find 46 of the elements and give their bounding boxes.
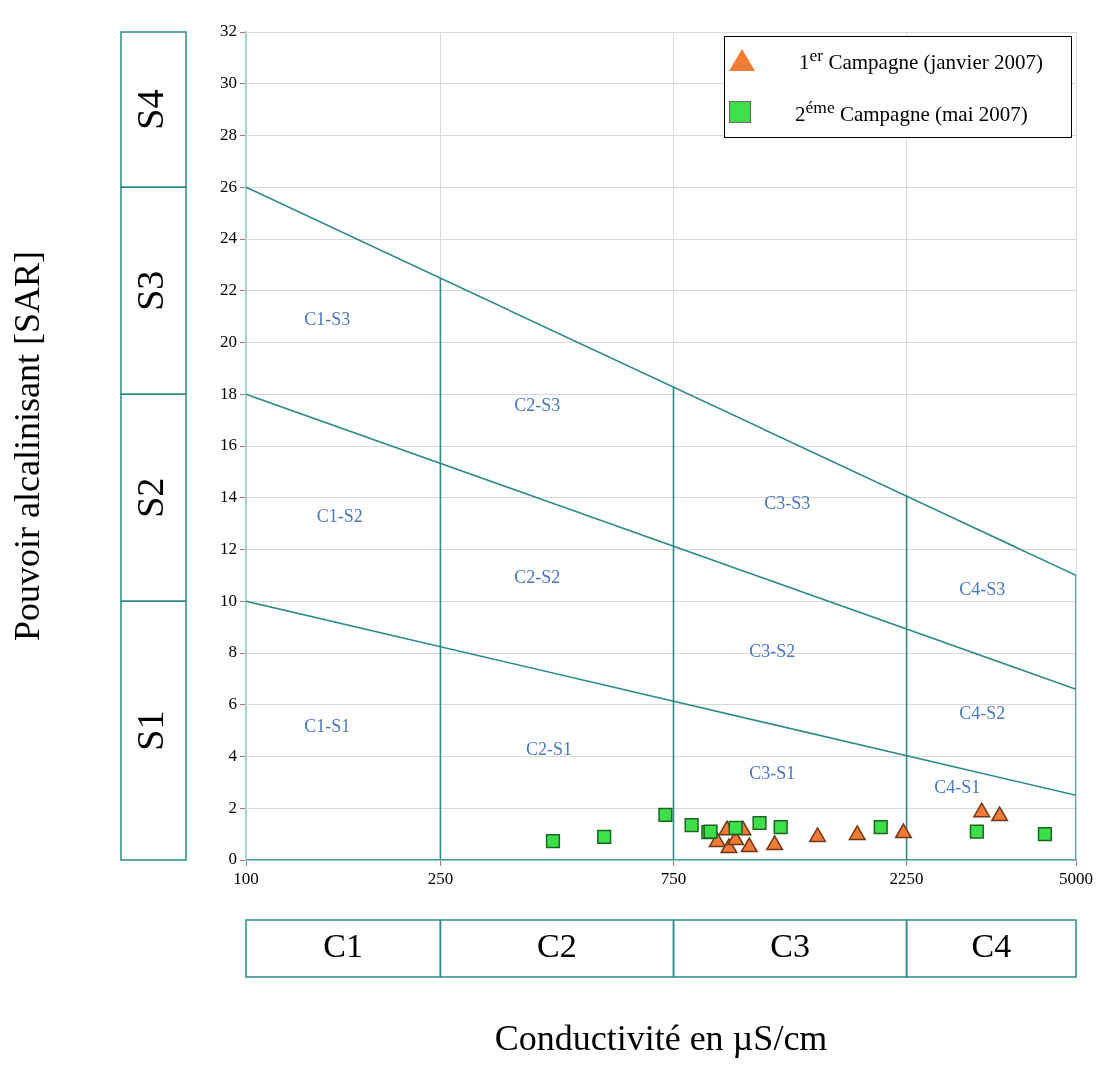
x-tick-label: 250 — [427, 868, 454, 888]
y-tick-label: 24 — [220, 228, 238, 248]
annotation: C4-S2 — [959, 703, 1006, 724]
annotation: C4-S3 — [959, 578, 1006, 599]
annotation: C2-S2 — [514, 567, 561, 588]
annotation: C3-S1 — [749, 763, 796, 784]
x-tick-label: 2250 — [889, 868, 924, 888]
y-tick-label: 14 — [220, 487, 238, 507]
text: S3 — [129, 270, 172, 311]
y-tick-label: 6 — [228, 694, 237, 714]
text: C2 — [537, 927, 577, 965]
y-tick-label: 0 — [228, 849, 237, 869]
y-tick-label: 8 — [228, 642, 237, 662]
legend-label: 1$^{er}$ Campagne (janvier 2007) — [799, 45, 1043, 75]
x-tick-label: 5000 — [1059, 868, 1093, 888]
annotation: C1-S2 — [316, 505, 363, 526]
annotation: C2-S3 — [514, 394, 561, 415]
annotation: C4-S1 — [934, 776, 981, 797]
y-tick-label: 22 — [220, 280, 237, 300]
y-tick-label: 10 — [220, 590, 237, 610]
annotation: C2-S1 — [525, 738, 572, 759]
y-tick-label: 2 — [228, 797, 237, 817]
text: C4 — [971, 927, 1012, 965]
text: S4 — [129, 89, 172, 130]
y-tick-label: 30 — [220, 73, 237, 93]
y-tick-label: 12 — [220, 538, 237, 558]
legend-label: 2$^{éme}$ Campagne (mai 2007) — [795, 97, 1028, 127]
y-tick-label: 28 — [220, 124, 237, 144]
y-tick-label: 4 — [228, 745, 238, 765]
text: C1 — [323, 927, 364, 965]
text: S2 — [129, 477, 172, 518]
x-axis-title: Conductivité en µS/cm — [494, 1017, 828, 1058]
y-axis-title: Pouvoir alcalinisant [SAR] — [7, 251, 48, 641]
annotation: C1-S1 — [304, 716, 351, 737]
text: S1 — [129, 710, 172, 751]
annotation: C3-S3 — [764, 492, 811, 513]
text: C3 — [770, 927, 810, 965]
y-tick-label: 18 — [220, 383, 237, 403]
annotation: C3-S2 — [749, 640, 796, 661]
y-tick-label: 20 — [220, 331, 237, 351]
y-tick-label: 16 — [220, 435, 237, 455]
x-tick-label: 750 — [660, 868, 687, 888]
y-tick-label: 26 — [220, 176, 237, 196]
y-tick-label: 32 — [220, 21, 237, 41]
x-tick-label: 100 — [233, 868, 259, 888]
annotation: C1-S3 — [304, 308, 351, 329]
